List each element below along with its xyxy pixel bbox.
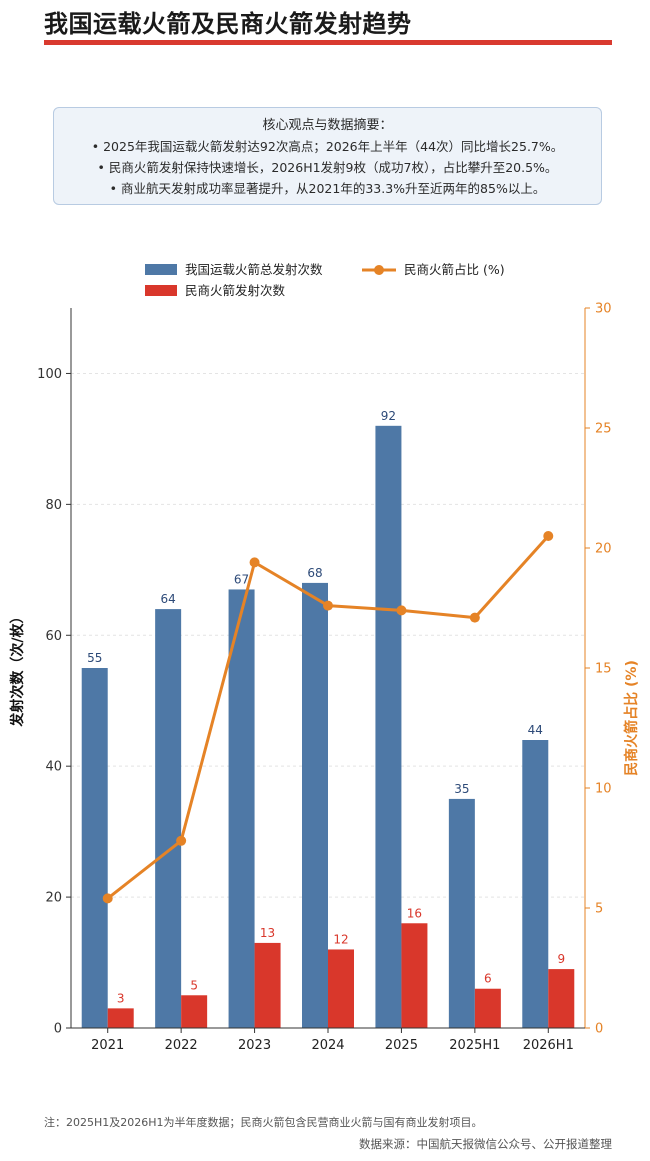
y-right-tick-label: 0 bbox=[595, 1022, 603, 1037]
data-label-commercial: 3 bbox=[117, 991, 125, 1005]
line-point bbox=[323, 600, 333, 611]
legend-label-total: 我国运载火箭总发射次数 bbox=[185, 262, 323, 277]
line-point bbox=[469, 612, 480, 623]
data-label-total: 44 bbox=[528, 723, 543, 737]
y-tick-label: 60 bbox=[45, 629, 62, 644]
x-tick-label: 2024 bbox=[311, 1038, 344, 1053]
x-tick-label: 2021 bbox=[91, 1038, 124, 1053]
y-tick-label: 100 bbox=[37, 367, 62, 382]
data-label-total: 55 bbox=[87, 651, 102, 665]
line-point bbox=[543, 531, 554, 541]
bar-total bbox=[522, 740, 549, 1028]
data-label-total: 67 bbox=[234, 572, 249, 586]
bar-commercial bbox=[328, 949, 354, 1028]
bar-commercial bbox=[181, 995, 208, 1028]
bar-commercial bbox=[254, 942, 281, 1028]
footnote: 注：2025H1及2026H1为半年度数据；民商火箭包含民营商业火箭与国有商业发… bbox=[44, 1116, 483, 1129]
y-axis-title: 发射次数（次/枚） bbox=[9, 609, 26, 727]
y-tick-label: 80 bbox=[45, 498, 62, 513]
summary-point-1: • 2025年我国运载火箭发射达92次高点；2026年上半年（44次）同比增长2… bbox=[91, 139, 564, 154]
bar-total bbox=[302, 582, 328, 1028]
y-right-tick-label: 30 bbox=[595, 302, 612, 317]
data-label-total: 64 bbox=[161, 592, 176, 606]
data-label-total: 35 bbox=[454, 782, 469, 796]
data-label-commercial: 6 bbox=[484, 972, 492, 986]
bar-total bbox=[448, 798, 475, 1028]
bar-commercial bbox=[107, 1008, 134, 1028]
data-label-commercial: 9 bbox=[557, 952, 565, 966]
y-right-tick-label: 15 bbox=[595, 662, 612, 677]
legend-label-line: 民商火箭占比 (%) bbox=[404, 262, 505, 277]
y-right-axis-title: 民商火箭占比 (%) bbox=[623, 660, 640, 776]
chart: 0204060801000510152025305532021645202267… bbox=[9, 262, 640, 1053]
bar-total bbox=[155, 609, 182, 1028]
data-label-commercial: 12 bbox=[333, 932, 348, 946]
y-tick-label: 0 bbox=[54, 1022, 62, 1037]
y-tick-label: 40 bbox=[45, 760, 62, 775]
line-point bbox=[176, 835, 187, 846]
summary-point-3: • 商业航天发射成功率显著提升，从2021年的33.3%升至近两年的85%以上。 bbox=[109, 181, 546, 196]
data-label-total: 68 bbox=[307, 566, 322, 580]
legend-label-commercial: 民商火箭发射次数 bbox=[185, 283, 286, 298]
bar-commercial bbox=[474, 988, 501, 1028]
summary-point-2: • 民商火箭发射保持快速增长，2026H1发射9枚（成功7枚），占比攀升至20.… bbox=[97, 160, 558, 175]
line-point bbox=[396, 605, 407, 616]
x-tick-label: 2025H1 bbox=[449, 1038, 500, 1053]
y-right-tick-label: 20 bbox=[595, 542, 612, 557]
y-right-tick-label: 25 bbox=[595, 422, 612, 437]
data-label-total: 92 bbox=[381, 409, 396, 423]
line-point bbox=[249, 557, 260, 568]
data-label-commercial: 13 bbox=[260, 926, 275, 940]
summary-box: 核心观点与数据摘要： • 2025年我国运载火箭发射达92次高点；2026年上半… bbox=[53, 107, 602, 205]
line-point bbox=[102, 893, 113, 904]
data-label-commercial: 16 bbox=[407, 906, 422, 920]
y-right-tick-label: 10 bbox=[595, 782, 612, 797]
legend-swatch-total bbox=[145, 264, 177, 275]
summary-title: 核心观点与数据摘要： bbox=[262, 118, 393, 133]
legend-marker-line bbox=[374, 265, 384, 275]
data-label-commercial: 5 bbox=[190, 978, 198, 992]
bar-commercial bbox=[401, 923, 428, 1028]
data-source: 数据来源：中国航天报微信公众号、公开报道整理 bbox=[359, 1137, 612, 1151]
bar-total bbox=[375, 425, 402, 1028]
title-underline bbox=[44, 40, 612, 45]
bar-commercial bbox=[548, 969, 575, 1028]
x-tick-label: 2026H1 bbox=[523, 1038, 574, 1053]
bar-total bbox=[228, 589, 255, 1028]
bar-total bbox=[81, 668, 108, 1028]
y-tick-label: 20 bbox=[45, 891, 62, 906]
y-right-tick-label: 5 bbox=[595, 902, 603, 917]
x-tick-label: 2025 bbox=[385, 1038, 418, 1053]
x-tick-label: 2023 bbox=[238, 1038, 271, 1053]
x-tick-label: 2022 bbox=[165, 1038, 198, 1053]
legend-swatch-commercial bbox=[145, 285, 177, 296]
page-title: 我国运载火箭及民商火箭发射趋势 bbox=[44, 10, 412, 38]
